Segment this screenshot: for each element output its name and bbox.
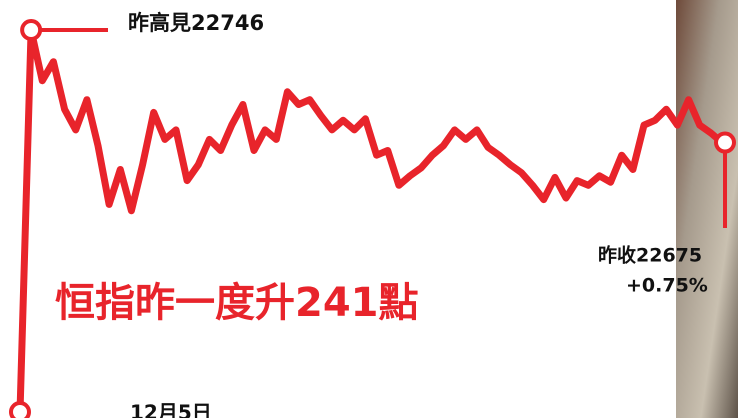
- plot: [9, 19, 736, 418]
- background-photo: [676, 0, 738, 418]
- point-marker: [714, 131, 736, 154]
- high-label: 昨高見22746: [128, 11, 264, 35]
- point-marker: [20, 19, 43, 41]
- index-line: [16, 26, 726, 416]
- headline: 恒指昨一度升241點: [55, 280, 419, 326]
- date-label: 12月5日: [130, 401, 212, 418]
- point-marker: [9, 401, 31, 418]
- change-label: +0.75%: [626, 275, 708, 297]
- close-label: 昨收22675: [598, 244, 702, 267]
